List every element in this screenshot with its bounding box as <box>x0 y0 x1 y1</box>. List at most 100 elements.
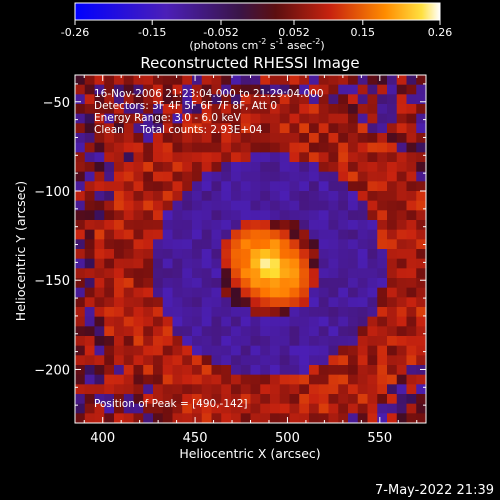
heatmap-cell <box>153 413 164 423</box>
heatmap-cell <box>182 287 193 298</box>
heatmap-cell <box>318 171 330 182</box>
heatmap-cell <box>94 355 105 366</box>
heatmap-cell <box>250 287 261 298</box>
heatmap-cell <box>75 210 86 221</box>
heatmap-cell <box>211 162 222 173</box>
heatmap-cell <box>104 316 115 327</box>
heatmap-cell <box>84 403 96 414</box>
heatmap-cell <box>143 326 154 337</box>
heatmap-cell <box>396 200 408 211</box>
heatmap-cell <box>406 355 417 366</box>
heatmap-cell <box>357 133 369 144</box>
heatmap-cell <box>367 278 378 289</box>
heatmap-cell <box>338 181 349 192</box>
heatmap-cell <box>211 394 222 405</box>
heatmap-cell <box>84 345 96 356</box>
heatmap-cell <box>231 403 242 414</box>
heatmap-cell <box>367 210 378 221</box>
heatmap-cell <box>348 326 359 337</box>
heatmap-cell <box>231 278 242 289</box>
heatmap-cell <box>377 249 388 260</box>
heatmap-cell <box>94 152 105 163</box>
heatmap-cell <box>123 123 135 134</box>
heatmap-cell <box>172 133 183 144</box>
heatmap-cell <box>387 403 398 414</box>
heatmap-cell <box>84 258 96 269</box>
heatmap-cell <box>153 152 164 163</box>
heatmap-cell <box>289 229 300 240</box>
annotation-energy-range: Energy Range: 3.0 - 6.0 keV <box>94 112 242 124</box>
heatmap-cell <box>240 384 252 395</box>
heatmap-cell <box>348 413 359 423</box>
heatmap-cell <box>309 403 320 414</box>
heatmap-cell <box>143 191 154 202</box>
heatmap-cell <box>231 210 242 221</box>
heatmap-cell <box>377 394 388 405</box>
heatmap-cell <box>328 365 339 376</box>
heatmap-cell <box>270 249 281 260</box>
heatmap-cell <box>299 181 310 192</box>
heatmap-cell <box>114 258 125 269</box>
heatmap-cell <box>387 365 398 376</box>
heatmap-cell <box>123 316 135 327</box>
heatmap-cell <box>270 239 281 250</box>
heatmap-cell <box>84 210 96 221</box>
heatmap-cell <box>94 171 105 182</box>
heatmap-cell <box>162 113 174 124</box>
heatmap-cell <box>172 84 183 95</box>
heatmap-cell <box>104 307 115 318</box>
heatmap-cell <box>84 191 96 202</box>
heatmap-cell <box>318 307 330 318</box>
heatmap-cell <box>387 413 398 423</box>
heatmap-cell <box>270 171 281 182</box>
heatmap-cell <box>133 162 144 173</box>
heatmap-cell <box>377 152 388 163</box>
heatmap-cell <box>182 142 193 153</box>
heatmap-cell <box>240 113 252 124</box>
heatmap-cell <box>192 113 203 124</box>
heatmap-cell <box>387 258 398 269</box>
colorbar-tick-label: -0.052 <box>203 26 238 39</box>
heatmap-cell <box>309 75 320 86</box>
heatmap-cell <box>299 84 310 95</box>
heatmap-cell <box>172 142 183 153</box>
heatmap-cell <box>104 374 115 385</box>
heatmap-cell <box>240 123 252 134</box>
heatmap-cell <box>299 229 310 240</box>
heatmap-cell <box>318 326 330 337</box>
heatmap-cell <box>84 413 96 423</box>
heatmap-cell <box>367 316 378 327</box>
heatmap-cell <box>221 297 232 308</box>
heatmap-cell <box>279 413 291 423</box>
heatmap-cell <box>192 133 203 144</box>
heatmap-cell <box>348 200 359 211</box>
heatmap-cell <box>338 191 349 202</box>
heatmap-cell <box>289 268 300 279</box>
heatmap-cell <box>338 220 349 231</box>
heatmap-cell <box>406 229 417 240</box>
heatmap-cell <box>211 181 222 192</box>
heatmap-cell <box>250 326 261 337</box>
annotation-peak-position: Position of Peak = [490,-142] <box>94 398 248 410</box>
heatmap-cell <box>240 200 252 211</box>
heatmap-cell <box>279 162 291 173</box>
heatmap-cell <box>328 374 339 385</box>
heatmap-cell <box>153 307 164 318</box>
heatmap-cell <box>396 152 408 163</box>
heatmap-cell <box>250 75 261 86</box>
heatmap-cell <box>289 152 300 163</box>
heatmap-cell <box>318 355 330 366</box>
heatmap-cell <box>104 152 115 163</box>
heatmap-cell <box>192 278 203 289</box>
heatmap-cell <box>162 249 174 260</box>
heatmap-cell <box>328 171 339 182</box>
heatmap-cell <box>387 316 398 327</box>
heatmap-cell <box>104 162 115 173</box>
heatmap-cell <box>328 394 339 405</box>
heatmap-cell <box>328 220 339 231</box>
heatmap-cell <box>123 191 135 202</box>
heatmap-cell <box>377 413 388 423</box>
heatmap-cell <box>172 278 183 289</box>
heatmap-cell <box>133 239 144 250</box>
heatmap-cell <box>318 84 330 95</box>
